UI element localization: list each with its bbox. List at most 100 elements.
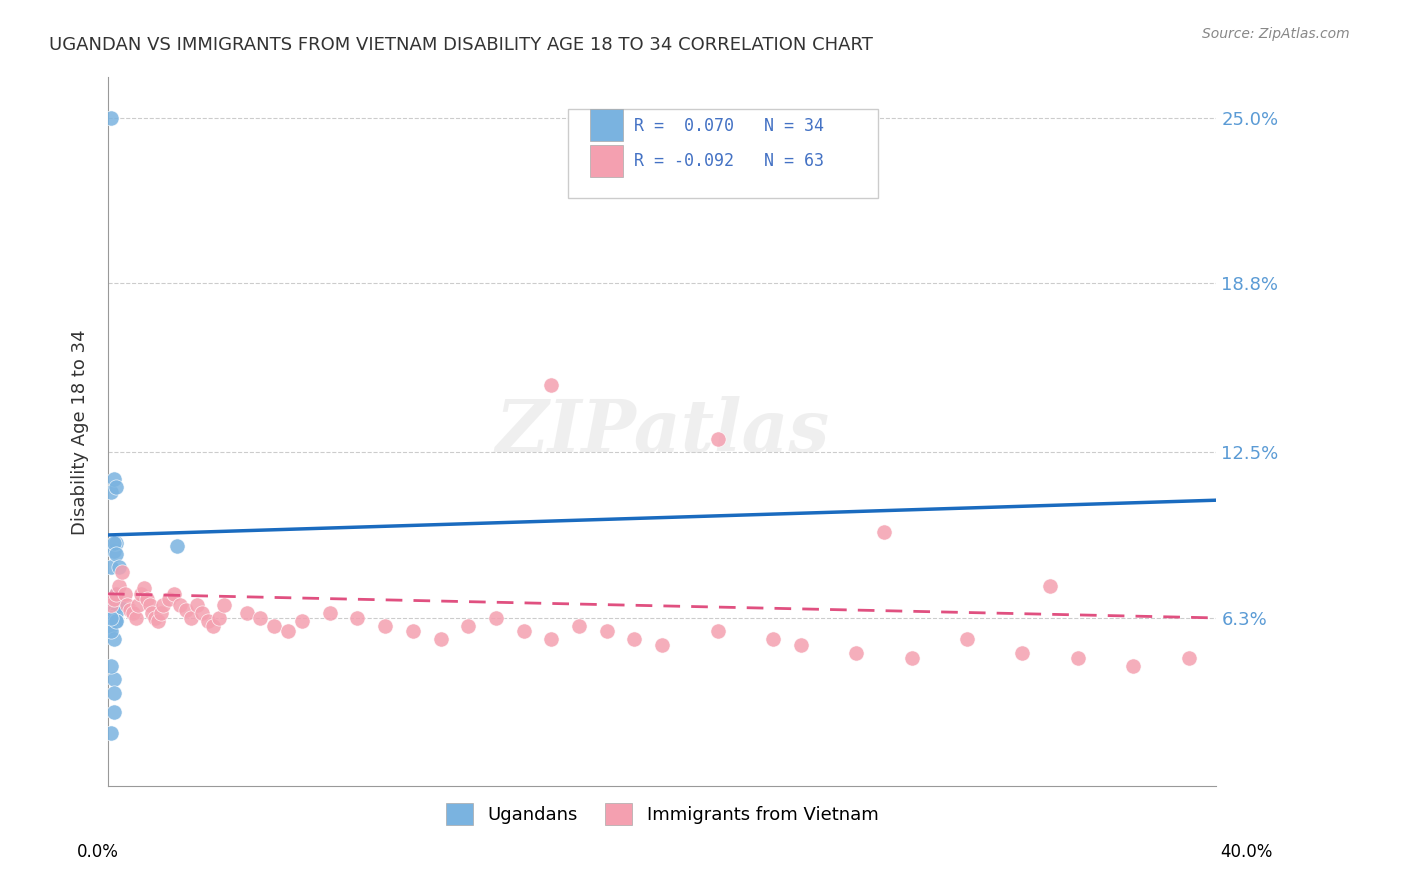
- Point: [135, 592, 157, 607]
- Point: [108, 598, 131, 612]
- Point: [1039, 579, 1062, 593]
- Point: [108, 579, 131, 593]
- Point: [105, 606, 128, 620]
- Point: [100, 485, 122, 500]
- Point: [122, 606, 145, 620]
- Point: [1177, 651, 1199, 665]
- Point: [197, 614, 219, 628]
- Point: [117, 598, 139, 612]
- Point: [125, 611, 148, 625]
- Point: [900, 651, 922, 665]
- Point: [103, 472, 125, 486]
- Point: [374, 619, 396, 633]
- Point: [485, 611, 508, 625]
- Text: R = -0.092   N = 63: R = -0.092 N = 63: [634, 153, 824, 170]
- Point: [214, 598, 236, 612]
- Point: [152, 598, 174, 612]
- Point: [105, 480, 128, 494]
- FancyBboxPatch shape: [591, 145, 623, 177]
- Point: [277, 624, 299, 639]
- Point: [105, 536, 128, 550]
- Point: [146, 614, 169, 628]
- Point: [163, 587, 186, 601]
- Point: [103, 536, 125, 550]
- Point: [105, 547, 128, 561]
- Point: [873, 525, 896, 540]
- Text: 40.0%: 40.0%: [1220, 843, 1272, 861]
- Point: [540, 378, 562, 392]
- Point: [132, 582, 155, 596]
- Point: [100, 726, 122, 740]
- Point: [103, 544, 125, 558]
- Point: [790, 638, 813, 652]
- Point: [141, 606, 163, 620]
- Point: [103, 673, 125, 687]
- Point: [249, 611, 271, 625]
- Point: [100, 598, 122, 612]
- Point: [103, 598, 125, 612]
- Point: [105, 587, 128, 601]
- Point: [402, 624, 425, 639]
- Point: [100, 560, 122, 574]
- Point: [100, 611, 122, 625]
- Point: [127, 598, 149, 612]
- Point: [540, 632, 562, 647]
- Point: [138, 598, 160, 612]
- Point: [103, 686, 125, 700]
- Point: [100, 606, 122, 620]
- Point: [100, 624, 122, 639]
- Point: [129, 587, 152, 601]
- Point: [114, 587, 136, 601]
- Point: [108, 560, 131, 574]
- Point: [429, 632, 451, 647]
- Point: [143, 611, 166, 625]
- FancyBboxPatch shape: [568, 110, 879, 198]
- Point: [174, 603, 197, 617]
- Point: [103, 598, 125, 612]
- Legend: Ugandans, Immigrants from Vietnam: Ugandans, Immigrants from Vietnam: [437, 794, 887, 834]
- Point: [346, 611, 368, 625]
- Point: [100, 611, 122, 625]
- Point: [202, 619, 225, 633]
- Point: [191, 606, 214, 620]
- Point: [235, 606, 257, 620]
- Text: ZIPatlas: ZIPatlas: [495, 396, 830, 467]
- Point: [103, 632, 125, 647]
- Point: [100, 603, 122, 617]
- Point: [105, 587, 128, 601]
- Point: [651, 638, 673, 652]
- Point: [263, 619, 285, 633]
- Point: [100, 598, 122, 612]
- Point: [762, 632, 785, 647]
- Point: [169, 598, 191, 612]
- Text: Source: ZipAtlas.com: Source: ZipAtlas.com: [1202, 27, 1350, 41]
- Y-axis label: Disability Age 18 to 34: Disability Age 18 to 34: [72, 329, 89, 535]
- Point: [1011, 646, 1033, 660]
- Point: [100, 659, 122, 673]
- Point: [180, 611, 202, 625]
- Text: R =  0.070   N = 34: R = 0.070 N = 34: [634, 117, 824, 135]
- Point: [157, 592, 180, 607]
- Text: UGANDAN VS IMMIGRANTS FROM VIETNAM DISABILITY AGE 18 TO 34 CORRELATION CHART: UGANDAN VS IMMIGRANTS FROM VIETNAM DISAB…: [49, 36, 873, 54]
- Point: [120, 603, 142, 617]
- Point: [186, 598, 208, 612]
- Point: [706, 432, 728, 446]
- Point: [105, 614, 128, 628]
- Point: [105, 614, 128, 628]
- Point: [111, 566, 134, 580]
- Point: [103, 592, 125, 607]
- Point: [845, 646, 868, 660]
- Point: [512, 624, 534, 639]
- Point: [208, 611, 231, 625]
- Point: [596, 624, 619, 639]
- Point: [1122, 659, 1144, 673]
- Point: [956, 632, 979, 647]
- Point: [568, 619, 591, 633]
- Point: [103, 611, 125, 625]
- Text: 0.0%: 0.0%: [77, 843, 120, 861]
- Point: [291, 614, 314, 628]
- Point: [100, 611, 122, 625]
- FancyBboxPatch shape: [591, 110, 623, 141]
- Point: [149, 606, 172, 620]
- Point: [103, 614, 125, 628]
